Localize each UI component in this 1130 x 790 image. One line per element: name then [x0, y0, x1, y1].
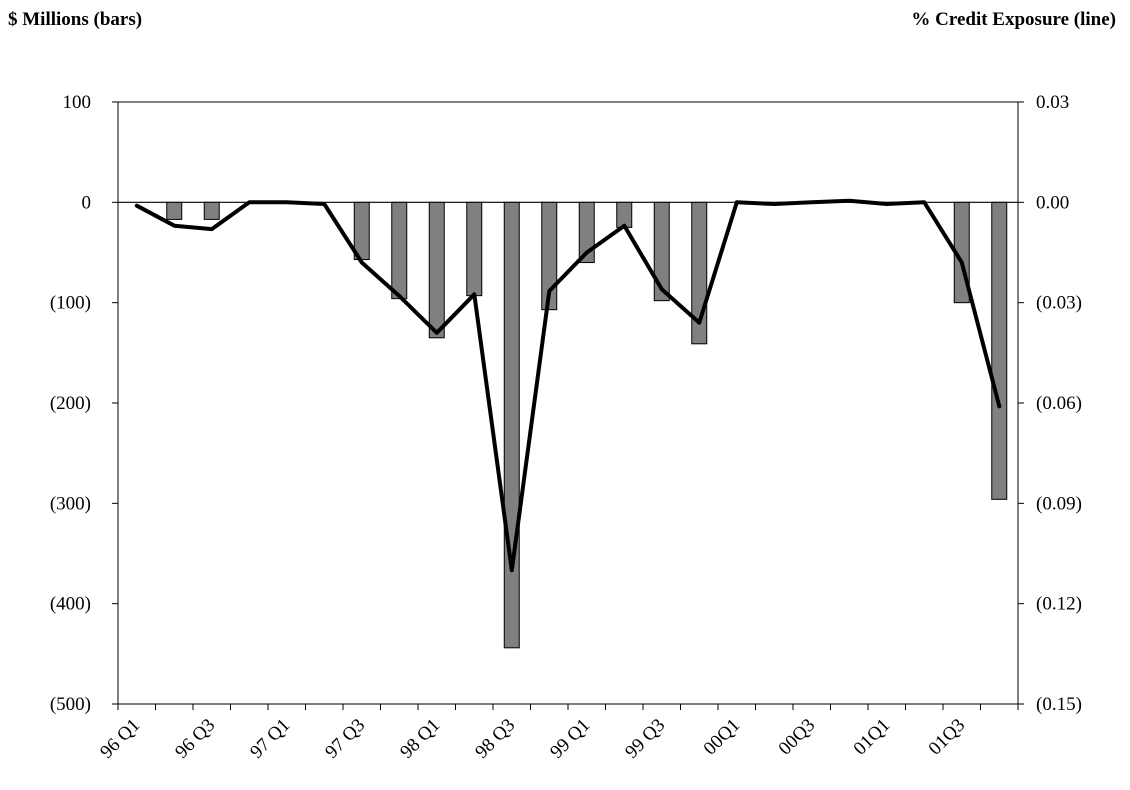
left-tick-label: (400)	[50, 594, 91, 615]
bar	[428, 201, 445, 339]
right-tick-label: (0.06)	[1036, 393, 1082, 414]
left-tick-label: (100)	[50, 293, 91, 314]
right-tick-label: 0.00	[1036, 192, 1069, 213]
right-tick-label: (0.12)	[1036, 594, 1082, 615]
x-tick-label: 98 Q3	[471, 715, 519, 763]
right-axis-title: % Credit Exposure (line)	[911, 9, 1116, 30]
bar	[391, 201, 408, 300]
x-tick-label: 97 Q3	[321, 715, 369, 763]
plot-frame	[117, 101, 1019, 705]
x-tick-label: 96 Q3	[171, 715, 219, 763]
x-tick-label: 00Q3	[775, 715, 820, 760]
bar	[166, 201, 183, 220]
left-tick-label: (500)	[50, 694, 91, 715]
bar	[653, 201, 670, 302]
x-tick-label: 01Q3	[925, 715, 970, 760]
left-tick-label: (200)	[50, 393, 91, 414]
bar	[541, 201, 558, 311]
right-tick-label: (0.15)	[1036, 694, 1082, 715]
x-tick-label: 99 Q1	[546, 715, 594, 763]
left-tick-label: 0	[82, 192, 92, 213]
right-tick-label: (0.09)	[1036, 493, 1082, 514]
x-tick-label: 01Q1	[850, 715, 895, 760]
bar	[991, 201, 1008, 500]
bar	[203, 201, 220, 220]
right-tick-label: 0.03	[1036, 92, 1069, 113]
bar	[466, 201, 483, 297]
left-tick-label: (300)	[50, 493, 91, 514]
x-tick-label: 96 Q1	[96, 715, 144, 763]
credit-exposure-line	[134, 198, 1002, 573]
right-tick-label: (0.03)	[1036, 293, 1082, 314]
left-axis-title: $ Millions (bars)	[8, 9, 143, 30]
bar	[503, 201, 520, 649]
bar	[616, 201, 633, 228]
x-tick-label: 98 Q1	[396, 715, 444, 763]
x-tick-label: 00Q1	[700, 715, 745, 760]
left-tick-label: 100	[63, 92, 92, 113]
x-tick-label: 97 Q1	[246, 715, 294, 763]
x-tick-label: 99 Q3	[621, 715, 669, 763]
